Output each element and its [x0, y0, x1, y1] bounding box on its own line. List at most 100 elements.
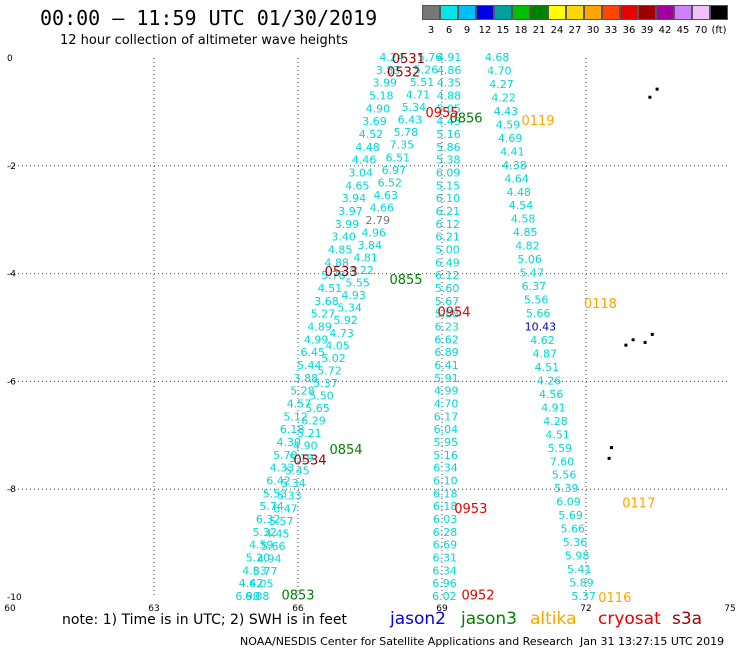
y-tick-label: 0	[7, 54, 13, 64]
swh-value: 5.77	[253, 565, 278, 578]
swh-value: 4.51	[535, 361, 560, 374]
island-marker	[655, 87, 659, 91]
swh-value: 5.45	[285, 465, 310, 478]
colorbar-swatch	[494, 5, 512, 20]
swh-value: 5.39	[554, 482, 579, 495]
y-tick-label: -6	[7, 377, 16, 387]
swh-value: 5.12	[283, 410, 308, 423]
swh-value: 5.89	[569, 577, 594, 590]
swh-value: 5.02	[321, 352, 346, 365]
swh-value: 6.34	[433, 462, 458, 475]
swh-value: 3.69	[362, 115, 387, 128]
legend-jason2: jason2	[390, 609, 446, 629]
credit-line: NOAA/NESDIS Center for Satellite Applica…	[240, 635, 574, 648]
swh-value: 6.96	[432, 577, 457, 590]
x-tick-label: 60	[4, 604, 16, 614]
swh-value: 6.08	[245, 590, 270, 603]
swh-value: 5.95	[434, 436, 459, 449]
swh-value: 6.45	[300, 346, 325, 359]
colorbar-label: 30	[586, 25, 600, 36]
swh-value: 5.78	[321, 269, 346, 282]
swh-value: 4.88	[324, 256, 349, 269]
swh-value: 5.33	[277, 490, 302, 503]
swh-value: 6.41	[434, 359, 459, 372]
swh-value: 6.21	[436, 205, 461, 218]
map-title: 00:00 – 11:59 UTC 01/30/2019	[40, 6, 378, 30]
colorbar-swatch	[548, 5, 566, 20]
swh-value: 4.94	[257, 552, 282, 565]
swh-value: 5.34	[281, 477, 306, 490]
swh-value: 4.96	[361, 226, 386, 239]
pass-time-label: 0855	[389, 273, 422, 288]
colorbar-swatch	[458, 5, 476, 20]
colorbar-label: 6	[445, 25, 453, 36]
colorbar-swatch	[692, 5, 710, 20]
colorbar-swatch	[620, 5, 638, 20]
swh-value: 6.02	[432, 590, 457, 603]
swh-value: 4.30	[276, 436, 301, 449]
swh-value: 4.05	[325, 339, 350, 352]
swh-value: 4.51	[545, 428, 570, 441]
y-tick-label: -8	[7, 485, 16, 495]
island-marker	[624, 343, 628, 347]
colorbar-label: 42	[658, 25, 672, 36]
swh-value: 6.04	[434, 423, 459, 436]
swh-value: 5.59	[548, 442, 573, 455]
swh-value: 6.03	[433, 513, 458, 526]
colorbar-swatch	[638, 5, 656, 20]
colorbar-swatch	[476, 5, 494, 20]
x-tick-label: 63	[148, 604, 159, 614]
swh-value: 6.09	[436, 167, 461, 180]
swh-value: 5.72	[317, 364, 342, 377]
swh-value: 6.12	[435, 269, 460, 282]
map-subtitle: 12 hour collection of altimeter wave hei…	[60, 33, 348, 48]
swh-value: 6.34	[432, 564, 457, 577]
swh-value: 5.19	[289, 452, 314, 465]
colorbar-swatch	[710, 5, 728, 20]
swh-value: 5.28	[290, 385, 315, 398]
swh-value: 4.63	[374, 189, 399, 202]
island-marker	[650, 332, 654, 336]
x-tick-label: 69	[436, 604, 448, 614]
swh-value: 7.60	[550, 455, 575, 468]
swh-value: 3.99	[335, 218, 360, 231]
swh-value: 4.81	[353, 252, 378, 265]
swh-value: 6.05	[249, 577, 274, 590]
swh-value: 4.91	[541, 401, 566, 414]
swh-value: 7.35	[390, 139, 415, 152]
swh-value: 6.62	[434, 333, 459, 346]
swh-value: 5.18	[369, 90, 394, 103]
pass-time-label: 0532	[387, 65, 420, 80]
swh-value: 4.28	[543, 415, 568, 428]
swh-value: 5.15	[436, 179, 461, 192]
colorbar-swatch	[674, 5, 692, 20]
swh-value: 5.67	[435, 295, 460, 308]
swh-value: 5.38	[436, 154, 461, 167]
swh-value: 5.16	[436, 128, 461, 141]
swh-value: 6.29	[301, 415, 326, 428]
swh-value: 4.45	[265, 527, 290, 540]
swh-value: 4.90	[293, 440, 318, 453]
swh-value: 4.89	[307, 321, 332, 334]
swh-value: 2.79	[366, 214, 391, 227]
swh-value: 6.69	[433, 539, 458, 552]
swh-value: 5.88	[435, 308, 460, 321]
swh-value: 5.32	[252, 526, 277, 539]
swh-value: 5.70	[273, 449, 298, 462]
colorbar-swatch	[584, 5, 602, 20]
pass-time-label: 0853	[281, 588, 314, 603]
swh-value: 10.43	[525, 321, 557, 334]
pass-time-label: 0119	[521, 114, 554, 129]
swh-value: 5.92	[333, 314, 358, 327]
swh-value: 4.56	[539, 388, 564, 401]
swh-value: 6.17	[434, 410, 459, 423]
colorbar-swatch	[602, 5, 620, 20]
colorbar-label: 45	[676, 25, 690, 36]
swh-value: 5.78	[394, 126, 419, 139]
island-marker	[643, 340, 647, 344]
swh-value: 4.82	[515, 240, 540, 253]
colorbar-swatch	[422, 5, 440, 20]
swh-value: 5.51	[410, 76, 435, 89]
colorbar-swatch	[512, 5, 530, 20]
swh-value: 6.12	[435, 218, 460, 231]
